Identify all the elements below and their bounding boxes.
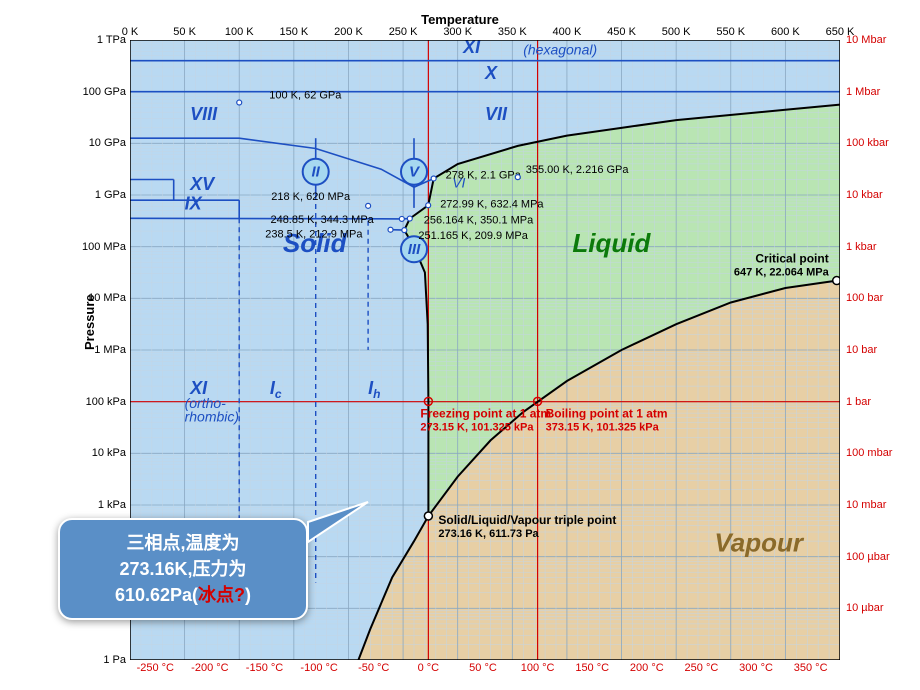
tick: 350 K <box>498 26 527 38</box>
tick: 1 Pa <box>78 654 126 666</box>
tick: 100 kPa <box>78 396 126 408</box>
tick: 100 µbar <box>846 551 890 563</box>
tick: 1 kPa <box>78 499 126 511</box>
svg-text:Liquid: Liquid <box>572 228 651 258</box>
tick: -50 °C <box>358 662 389 674</box>
tick: 500 K <box>662 26 691 38</box>
tick: 1 MPa <box>78 344 126 356</box>
tick: 250 °C <box>685 662 719 674</box>
svg-text:Critical point: Critical point <box>755 252 828 266</box>
tick: 50 K <box>173 26 196 38</box>
tick: 1 TPa <box>78 34 126 46</box>
tick: 1 bar <box>846 396 871 408</box>
svg-text:rhombic): rhombic) <box>185 408 239 424</box>
tick: 1 kbar <box>846 241 877 253</box>
svg-text:647 K, 22.064 MPa: 647 K, 22.064 MPa <box>734 267 830 279</box>
tick: 0 °C <box>418 662 440 674</box>
svg-text:II: II <box>312 163 321 180</box>
callout-line3a: 610.62Pa( <box>115 585 198 605</box>
callout-line3b: 冰点? <box>198 585 245 605</box>
tick: 300 K <box>443 26 472 38</box>
svg-text:273.15 K, 101.325 kPa: 273.15 K, 101.325 kPa <box>420 421 534 433</box>
tick: 100 °C <box>521 662 555 674</box>
tick: 1 Mbar <box>846 86 880 98</box>
svg-text:238.5 K, 212.9 MPa: 238.5 K, 212.9 MPa <box>265 229 363 241</box>
svg-text:VII: VII <box>485 104 508 124</box>
tick: -150 °C <box>246 662 283 674</box>
tick: 10 bar <box>846 344 877 356</box>
svg-text:IX: IX <box>185 193 203 213</box>
tick: 50 °C <box>469 662 497 674</box>
tick: 10 kbar <box>846 189 883 201</box>
tick: 350 °C <box>794 662 828 674</box>
tick: 10 mbar <box>846 499 886 511</box>
svg-text:Solid/Liquid/Vapour triple poi: Solid/Liquid/Vapour triple point <box>438 513 616 527</box>
svg-text:272.99 K, 632.4 MPa: 272.99 K, 632.4 MPa <box>440 198 544 210</box>
svg-text:278 K, 2.1 GPa: 278 K, 2.1 GPa <box>446 169 522 181</box>
svg-text:Vapour: Vapour <box>714 528 804 558</box>
triple-point-callout: 三相点,温度为 273.16K,压力为 610.62Pa(冰点?) <box>58 518 308 620</box>
tick: 600 K <box>771 26 800 38</box>
svg-text:XI: XI <box>462 40 481 57</box>
tick: 100 K <box>225 26 254 38</box>
callout-pointer-icon <box>308 492 388 552</box>
tick: 200 °C <box>630 662 664 674</box>
svg-text:355.00 K, 2.216 GPa: 355.00 K, 2.216 GPa <box>526 164 630 176</box>
svg-text:256.164 K, 350.1 MPa: 256.164 K, 350.1 MPa <box>424 215 534 227</box>
svg-text:Boiling point at 1 atm: Boiling point at 1 atm <box>546 406 668 420</box>
svg-text:III: III <box>408 241 421 258</box>
tick: 10 µbar <box>846 602 884 614</box>
tick: 10 kPa <box>78 447 126 459</box>
tick: 300 °C <box>739 662 773 674</box>
tick: 250 K <box>389 26 418 38</box>
tick: 1 GPa <box>78 189 126 201</box>
tick: 100 GPa <box>78 86 126 98</box>
svg-text:218 K, 620 MPa: 218 K, 620 MPa <box>271 191 351 203</box>
tick: -100 °C <box>300 662 337 674</box>
callout-line2: 273.16K,压力为 <box>119 559 246 579</box>
svg-text:VIII: VIII <box>190 104 218 124</box>
svg-text:XV: XV <box>189 174 216 194</box>
callout-line1: 三相点,温度为 <box>126 533 239 553</box>
tick: 450 K <box>607 26 636 38</box>
tick: 150 K <box>279 26 308 38</box>
tick: 100 kbar <box>846 137 889 149</box>
tick: 550 K <box>716 26 745 38</box>
tick: 100 mbar <box>846 447 892 459</box>
tick: 200 K <box>334 26 363 38</box>
tick: 10 Mbar <box>846 34 886 46</box>
tick: 100 MPa <box>78 241 126 253</box>
svg-text:(hexagonal): (hexagonal) <box>523 41 597 57</box>
tick: -200 °C <box>191 662 228 674</box>
tick: -250 °C <box>137 662 174 674</box>
tick: 100 bar <box>846 292 883 304</box>
svg-text:Freezing point at 1 atm: Freezing point at 1 atm <box>420 406 551 420</box>
svg-text:248.85 K, 344.3 MPa: 248.85 K, 344.3 MPa <box>270 214 374 226</box>
svg-text:273.16 K, 611.73 Pa: 273.16 K, 611.73 Pa <box>438 528 539 540</box>
svg-text:X: X <box>484 63 498 83</box>
tick: 150 °C <box>575 662 609 674</box>
tick: 10 MPa <box>78 292 126 304</box>
tick: 10 GPa <box>78 137 126 149</box>
tick: 400 K <box>553 26 582 38</box>
callout-line3c: ) <box>245 585 251 605</box>
axis-title-temperature: Temperature <box>0 12 920 27</box>
svg-text:251.165 K, 209.9 MPa: 251.165 K, 209.9 MPa <box>418 230 528 242</box>
svg-text:373.15 K, 101.325 kPa: 373.15 K, 101.325 kPa <box>546 421 660 433</box>
svg-text:100 K, 62 GPa: 100 K, 62 GPa <box>269 90 342 102</box>
